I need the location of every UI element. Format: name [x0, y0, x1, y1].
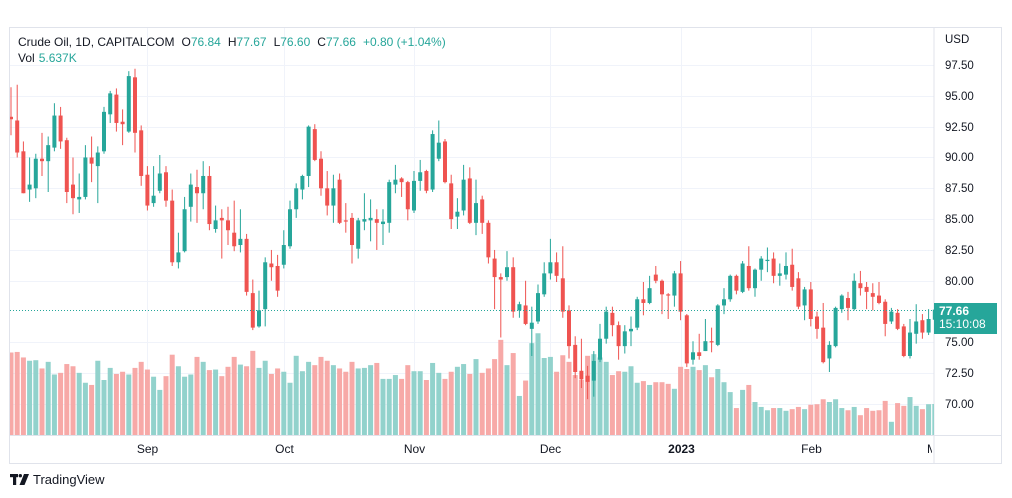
- legend-high-value: 77.67: [236, 35, 267, 49]
- tradingview-logo-icon: [10, 474, 29, 485]
- y-tick-label: 90.00: [945, 151, 974, 164]
- legend-close-value: 77.66: [325, 35, 356, 49]
- y-tick-label: 85.00: [945, 213, 974, 226]
- y-tick-label: 70.00: [945, 398, 974, 411]
- legend-low-key: L: [273, 35, 281, 49]
- legend-low: L76.60: [274, 35, 311, 49]
- symbol-title[interactable]: Crude Oil, 1D, CAPITALCOM: [18, 35, 175, 49]
- y-tick-label: 80.00: [945, 275, 974, 288]
- legend-open: O76.84: [181, 35, 220, 49]
- legend-open-value: 76.84: [190, 35, 221, 49]
- y-tick-label: 87.50: [945, 182, 974, 195]
- legend-open-key: O: [181, 35, 191, 49]
- x-tick-label: Dec: [539, 442, 562, 456]
- y-tick-label: 92.50: [945, 121, 974, 134]
- y-tick-label: 95.00: [945, 90, 974, 103]
- chart-frame: [9, 27, 1002, 464]
- legend-close: C77.66: [317, 35, 356, 49]
- legend-low-value: 76.60: [280, 35, 311, 49]
- tradingview-link[interactable]: TradingView: [10, 472, 105, 487]
- legend-volume: Vol 5.637K: [18, 51, 77, 65]
- y-tick-label: 97.50: [945, 59, 974, 72]
- x-tick-label: 2023: [668, 442, 695, 456]
- legend-high-key: H: [227, 35, 237, 49]
- x-tick-label: Nov: [403, 442, 426, 456]
- x-tick-label: Oct: [275, 442, 294, 456]
- x-tick-label: Feb: [801, 442, 822, 456]
- legend-high: H77.67: [228, 35, 267, 49]
- last-price-value: 77.66: [939, 303, 970, 318]
- tradingview-brand: TradingView: [33, 472, 105, 487]
- legend-volume-key: Vol: [18, 51, 35, 65]
- legend-volume-value: 5.637K: [38, 51, 77, 65]
- legend-change: +0.80 (+1.04%): [362, 35, 446, 49]
- x-tick-label: Sep: [136, 442, 159, 456]
- legend-ohlc-row: Crude Oil, 1D, CAPITALCOM O76.84 H77.67 …: [18, 35, 446, 49]
- y-tick-label: 75.00: [945, 336, 974, 349]
- bar-countdown: 15:10:08: [939, 316, 986, 331]
- legend-close-key: C: [317, 35, 326, 49]
- last-price-label: 77.66 15:10:08: [934, 302, 997, 334]
- x-tick-label: M: [927, 442, 932, 456]
- chart-pane[interactable]: [10, 28, 934, 435]
- currency-label: USD: [945, 34, 970, 46]
- y-tick-label: 82.50: [945, 244, 974, 257]
- y-tick-label: 72.50: [945, 367, 974, 380]
